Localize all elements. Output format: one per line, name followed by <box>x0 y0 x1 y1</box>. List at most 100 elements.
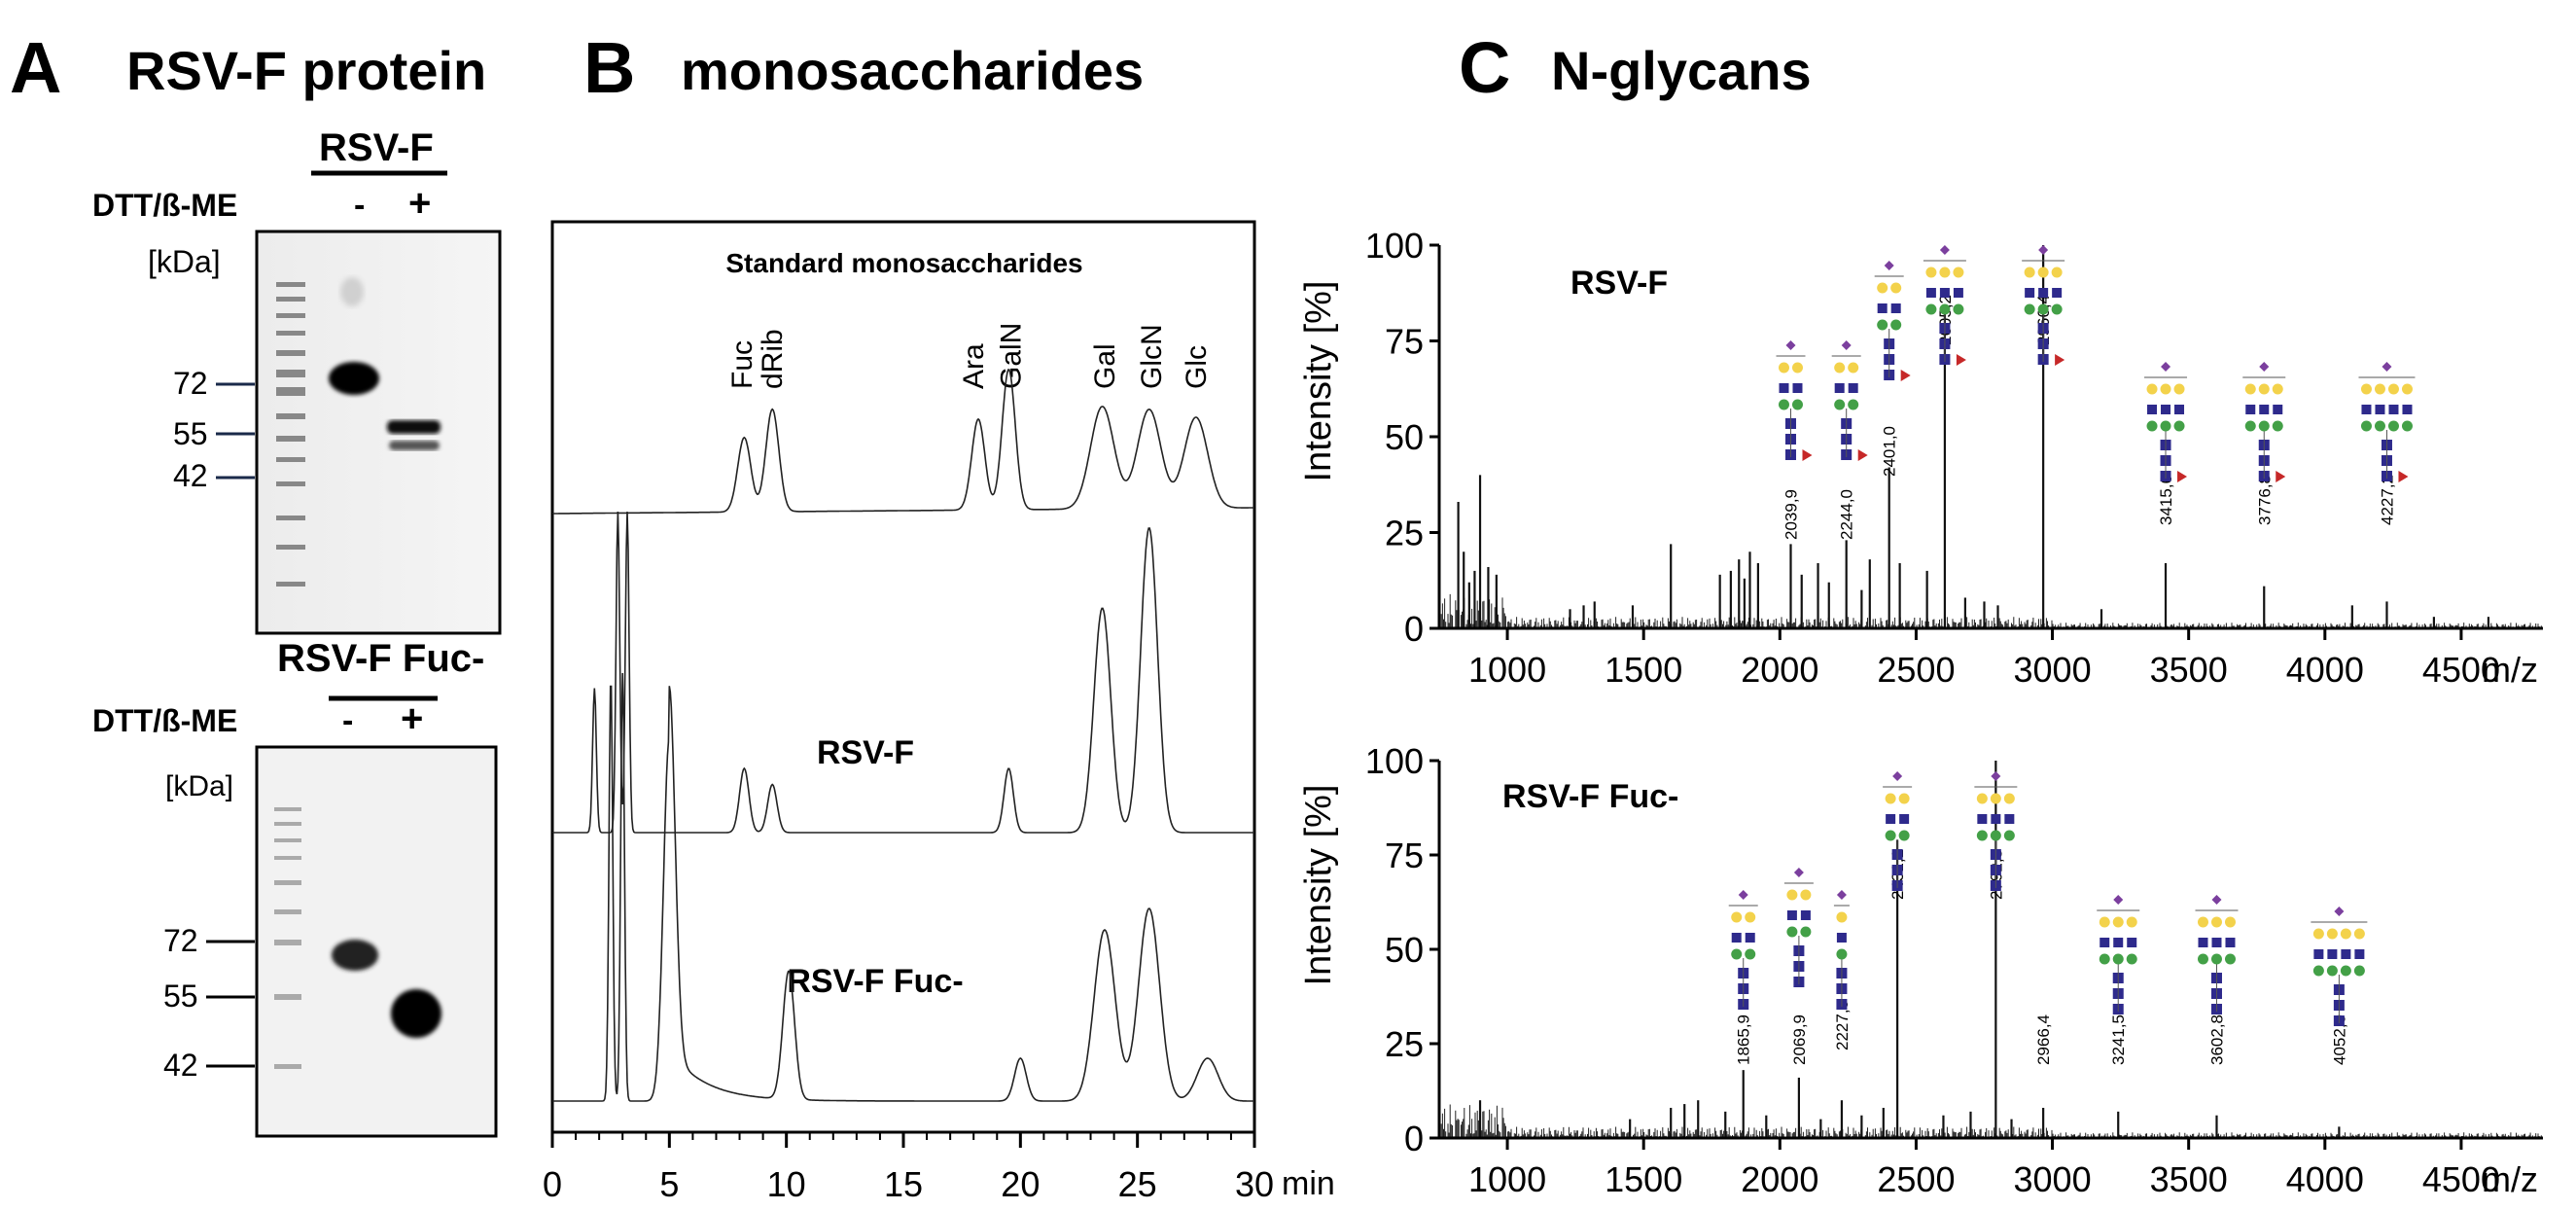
peak-annotation-2401-0: 2401,0 <box>1881 426 1899 477</box>
y-tick-label-0: 0 <box>1404 1119 1424 1158</box>
peak-annotation-3241-5: 3241,5 <box>2109 1014 2128 1065</box>
gel1-image <box>255 230 502 635</box>
glycan-structure-icon <box>2195 895 2239 1014</box>
x-tick-label-3000: 3000 <box>2014 650 2092 690</box>
gel2-band-reduced <box>391 989 441 1038</box>
peak-label-glc: Glc <box>1181 345 1213 389</box>
x-tick-label-25: 25 <box>1118 1164 1157 1204</box>
panel-b-x-unit: min <box>1282 1165 1335 1202</box>
gel2-lane-plus: + <box>401 697 423 740</box>
gel2-ladder <box>274 807 301 1069</box>
peak-annotation-3415-6: 3415,6 <box>2157 475 2175 525</box>
x-tick-label-0: 0 <box>543 1164 562 1204</box>
y-tick-label-75: 75 <box>1385 836 1424 875</box>
y-tick-label-100: 100 <box>1365 226 1424 266</box>
gel2-lane-minus: - <box>342 702 353 739</box>
panel-c-title: N-glycans <box>1551 40 1812 101</box>
gel1-ladder <box>276 282 305 587</box>
x-tick-label-3500: 3500 <box>2150 1159 2228 1199</box>
x-tick-label-1000: 1000 <box>1468 1159 1546 1199</box>
panel-b: B monosaccharides Standard monosaccharid… <box>543 27 1335 1204</box>
spectrum1-label: RSV-F <box>1570 265 1668 302</box>
gel1-marker-42: 42 <box>173 458 208 493</box>
y-tick-label-100: 100 <box>1365 741 1424 781</box>
peak-annotation-2039-9: 2039,9 <box>1782 489 1801 540</box>
panel-c-letter: C <box>1459 27 1510 108</box>
spectrum2: 100 75 50 25 0 1000 1500 2000 2500 3000 3500 4000 45… <box>1365 741 2543 1199</box>
glycan-structure-icon <box>1833 890 1850 1010</box>
peak-label-fuc: Fuc <box>726 340 759 389</box>
x-tick-label-1500: 1500 <box>1605 1159 1682 1199</box>
panel-b-letter: B <box>583 27 635 108</box>
x-tick-label-10: 10 <box>767 1164 806 1204</box>
gel1-header: RSV-F <box>319 126 434 169</box>
gel2-marker-72: 72 <box>163 923 198 958</box>
gel1-marker-72: 72 <box>173 366 208 401</box>
peak-annotation-3602-8: 3602,8 <box>2208 1014 2227 1065</box>
x-tick-label-30: 30 <box>1235 1164 1274 1204</box>
gel1-band-reduced-1 <box>387 420 441 434</box>
gel1-band-smear <box>340 277 364 306</box>
x-tick-label-2000: 2000 <box>1741 1159 1818 1199</box>
gel2-marker-42: 42 <box>163 1048 198 1083</box>
peak-label-ara: Ara <box>958 343 990 389</box>
trace-label-rsvf-fuc: RSV-F Fuc- <box>787 963 963 1000</box>
chromatogram-traces <box>552 369 1254 1102</box>
gel1-band-reduced-2 <box>389 441 440 450</box>
x-unit: m/z <box>2482 1159 2538 1199</box>
x-tick-label-3500: 3500 <box>2150 650 2228 690</box>
x-tick-label-2000: 2000 <box>1741 650 1818 690</box>
x-tick-label-20: 20 <box>1001 1164 1040 1204</box>
y-tick-label-75: 75 <box>1385 322 1424 362</box>
x-tick-label-15: 15 <box>884 1164 923 1204</box>
panel-a-title: RSV-F protein <box>126 40 486 101</box>
gel1-band-unreduced <box>329 362 379 395</box>
gel1-marker-55: 55 <box>173 416 208 451</box>
x-tick-label-4000: 4000 <box>2286 1159 2364 1199</box>
glycan-structure-icon <box>1728 890 1758 1010</box>
x-tick-label-5: 5 <box>659 1164 679 1204</box>
x-tick-label-4500: 4500 <box>2422 650 2500 690</box>
glycan-structure-icon <box>2144 362 2188 482</box>
glycan-structure-icon <box>2358 362 2416 482</box>
gel2-marker-55: 55 <box>163 979 198 1014</box>
x-tick-label-4500: 4500 <box>2422 1159 2500 1199</box>
peak-annotation-1865-9: 1865,9 <box>1735 1014 1753 1065</box>
panel-c: C N-glycans Intensity [%] Intensity [%] … <box>1298 27 2543 1199</box>
peak-annotation-3776-8: 3776,8 <box>2255 475 2274 525</box>
chromatogram-1 <box>552 369 1254 515</box>
peak-annotation-4052-0: 4052,0 <box>2330 1014 2348 1065</box>
x-tick-label-1500: 1500 <box>1605 650 1682 690</box>
glycan-structure-icon <box>1831 340 1868 461</box>
glycan-structure-icon <box>2242 362 2286 482</box>
x-tick-label-4000: 4000 <box>2286 650 2364 690</box>
glycan-structure-icon <box>1783 868 1814 987</box>
peak-annotation-2069-9: 2069,9 <box>1790 1014 1809 1065</box>
x-tick-label-2500: 2500 <box>1877 1159 1955 1199</box>
x-tick-label-3000: 3000 <box>2014 1159 2092 1199</box>
x-tick-label-2500: 2500 <box>1877 650 1955 690</box>
glycan-structure-icon <box>1883 771 1913 891</box>
peak-label-drib: dRib <box>757 329 789 389</box>
glycan-structure-icon <box>1974 771 2018 891</box>
peak-label-glcn: GlcN <box>1136 324 1168 389</box>
gel1-treatment-label: DTT/ß-ME <box>92 188 237 223</box>
panel-b-title: monosaccharides <box>681 40 1144 101</box>
x-tick-label-1000: 1000 <box>1468 650 1546 690</box>
gel1-lane-plus: + <box>408 182 431 225</box>
y-tick-label-25: 25 <box>1385 514 1424 553</box>
peak-annotation-2244-0: 2244,0 <box>1838 489 1856 540</box>
noise-baseline <box>1438 593 2543 628</box>
trace-label-standard: Standard monosaccharides <box>725 248 1082 278</box>
y-tick-label-0: 0 <box>1404 609 1424 649</box>
panel-b-x-axis: 0 5 10 15 20 25 30 <box>543 1132 1274 1204</box>
gel2-band-unreduced <box>332 940 378 971</box>
gel1-unit: [kDa] <box>148 244 221 279</box>
gel1-lane-minus: - <box>354 187 365 224</box>
spectrum2-label: RSV-F Fuc- <box>1502 778 1678 815</box>
chromatogram-2 <box>552 511 1254 834</box>
glycan-structure-icon <box>2022 245 2065 366</box>
gel2-treatment-label: DTT/ß-ME <box>92 703 237 738</box>
